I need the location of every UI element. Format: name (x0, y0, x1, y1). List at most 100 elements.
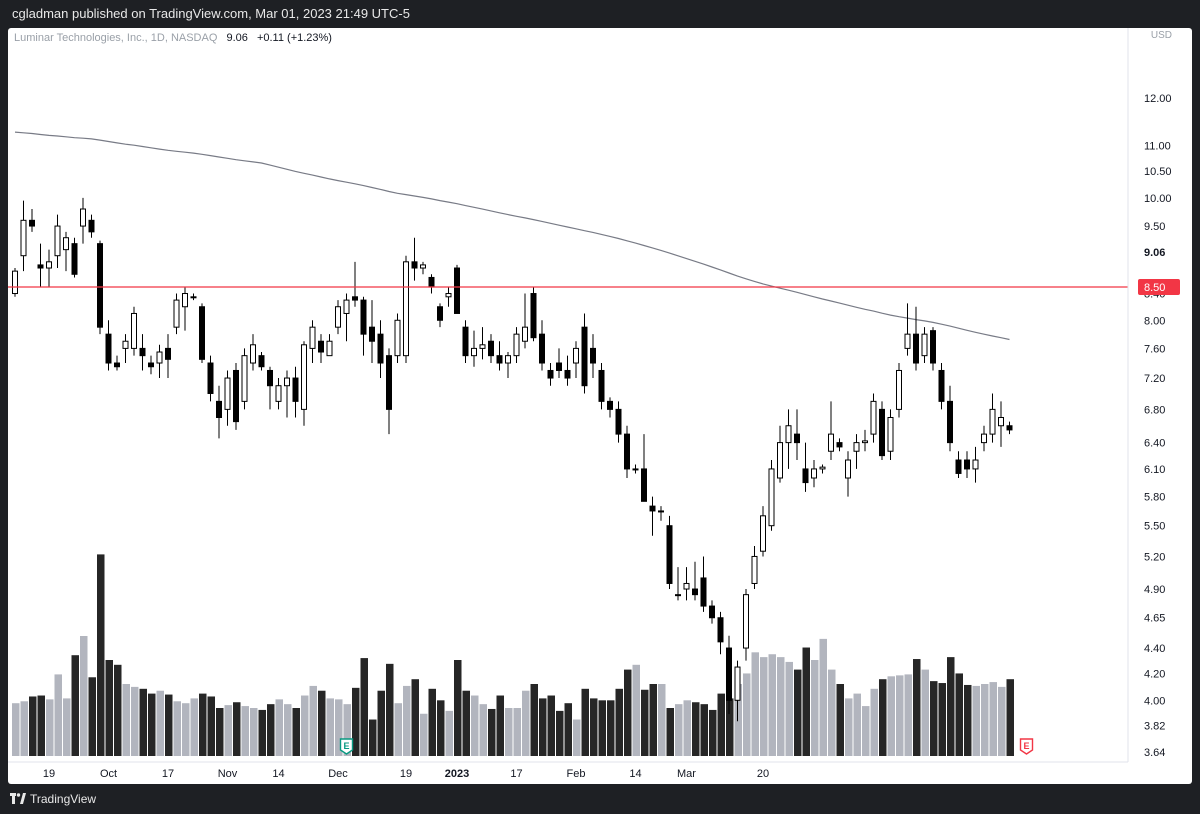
candle-body (802, 468, 809, 484)
price-tick-label: 4.20 (1144, 669, 1165, 681)
candle (811, 460, 817, 488)
candle (913, 306, 919, 371)
candle-body (454, 267, 460, 314)
candle (751, 546, 758, 590)
volume-bar (377, 690, 385, 756)
time-tick-label: 14 (629, 768, 641, 780)
earnings-marker[interactable]: E (339, 738, 354, 755)
volume-bar (403, 685, 411, 756)
candle-body (462, 326, 469, 357)
volume-bar (624, 669, 632, 756)
volume-bar (122, 684, 130, 756)
volume-bar (845, 698, 853, 756)
candle-body (250, 344, 256, 364)
volume-bar (981, 684, 989, 756)
candles (12, 197, 1013, 722)
candle-body (326, 340, 333, 357)
price-tick-label: 9.50 (1144, 221, 1165, 233)
candle-body (63, 237, 69, 251)
volume-bar (573, 719, 581, 756)
candle (496, 341, 503, 371)
time-tick-label: Feb (567, 768, 586, 780)
price-tick-label: 7.20 (1144, 373, 1165, 385)
volume-bar (522, 690, 530, 756)
price-tick-label: 11.00 (1144, 141, 1171, 153)
volume-bar (131, 686, 139, 756)
candle (182, 287, 188, 331)
candle (930, 327, 936, 371)
candle (853, 434, 860, 469)
volume-bar (437, 700, 445, 756)
candle (539, 320, 545, 371)
candle-body (29, 219, 35, 227)
candle-body (904, 333, 911, 349)
volume-bar (275, 699, 283, 756)
candle (955, 451, 962, 478)
volume-bar (343, 704, 351, 756)
volume-bar (445, 710, 453, 756)
volume-bar (479, 704, 487, 756)
price-tick-label: 7.60 (1144, 343, 1165, 355)
candle-body (420, 264, 426, 269)
volume-bar (114, 664, 122, 756)
candle (445, 287, 452, 307)
volume-bar (233, 702, 241, 756)
candle-body (649, 505, 656, 512)
volume-bar (80, 636, 88, 756)
candle (547, 363, 554, 386)
candle-body (241, 355, 248, 402)
candle-body (785, 425, 792, 444)
price-chart[interactable]: 3.64 3.82 4.00 4.20 4.40 4.65 4.90 5.20 5.50 5.80… (8, 28, 1192, 784)
volume-bar (794, 669, 802, 756)
candle-body (811, 468, 817, 479)
volume-bar (632, 664, 640, 756)
candle-body (777, 442, 783, 479)
volume-bar (896, 675, 904, 756)
candle-body (641, 468, 647, 502)
candle-body (377, 333, 384, 364)
time-tick-label: Mar (677, 768, 696, 780)
earnings-marker[interactable]: E (1019, 738, 1034, 755)
price-tick-label: 4.65 (1144, 613, 1165, 625)
candle (335, 300, 341, 335)
candle (20, 200, 27, 272)
volume-bar (615, 688, 623, 756)
volume-bar (292, 708, 300, 756)
volume-bar (989, 682, 997, 756)
candle-body (717, 617, 724, 643)
volume-bar (54, 674, 62, 756)
candle-body (658, 510, 664, 513)
candle-body (539, 333, 545, 364)
candle (428, 274, 435, 294)
volume-bar (819, 638, 827, 756)
candle-body (80, 208, 86, 227)
candle (505, 352, 511, 379)
candle-body (71, 243, 78, 275)
candle (403, 255, 409, 364)
candle (777, 425, 783, 483)
candle (632, 464, 639, 474)
time-tick-label: 14 (272, 768, 284, 780)
candle (734, 660, 741, 722)
price-tick-label: 5.80 (1144, 492, 1165, 504)
volume-bar (258, 709, 266, 756)
candle-body (666, 525, 673, 584)
candle (819, 464, 826, 474)
candle-body (428, 276, 435, 288)
volume-bar (539, 698, 547, 756)
volume-bar (887, 676, 895, 756)
candle-body (964, 459, 970, 470)
candle (411, 237, 418, 281)
candle-body (97, 243, 103, 328)
candle (88, 214, 95, 238)
candle (581, 313, 588, 394)
candle (241, 348, 248, 410)
candle-body (930, 330, 936, 364)
price-tick-label: 5.50 (1144, 521, 1165, 533)
candle (870, 393, 877, 443)
candle (624, 425, 630, 478)
candle (641, 434, 647, 502)
chart-panel[interactable]: 3.64 3.82 4.00 4.20 4.40 4.65 4.90 5.20 5.50 5.80… (8, 28, 1192, 784)
last-price-tag-bg (1138, 244, 1180, 261)
